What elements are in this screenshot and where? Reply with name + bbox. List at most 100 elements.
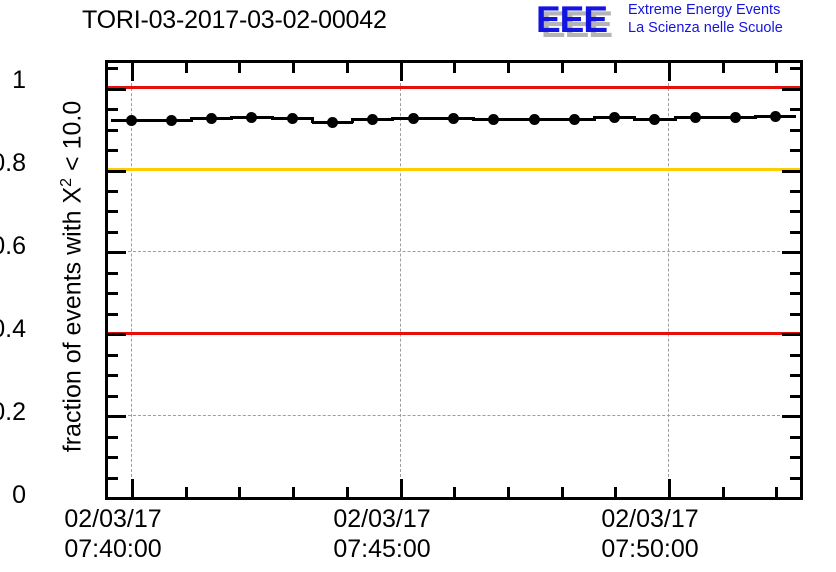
y-minor-tick-right-0.7 (790, 210, 800, 214)
x-minor-tick-bottom-184 (292, 487, 295, 497)
x-minor-tick-top-77 (185, 63, 188, 73)
y-minor-tick-right-0.75 (790, 189, 800, 193)
data-point-8 (447, 112, 459, 124)
x-tick-label-1: 02/03/17 07:40:00 (38, 504, 188, 564)
x-major-tick-top-2 (668, 63, 671, 81)
plot-area (108, 63, 800, 497)
eee-logo-mark: EEE (536, 0, 608, 40)
data-point-10 (528, 114, 540, 125)
x-tick-label-3: 02/03/17 07:50:00 (575, 504, 725, 564)
x-minor-tick-bottom-130 (238, 487, 241, 497)
x-major-tick-bottom-1 (400, 479, 403, 497)
data-point-6 (367, 114, 379, 126)
x-minor-tick-top-453 (561, 63, 564, 73)
gridline-x-0 (131, 63, 132, 497)
data-point-12 (609, 112, 621, 124)
x-minor-tick-bottom-453 (561, 487, 564, 497)
x-minor-tick-bottom-238 (346, 487, 349, 497)
data-point-4 (286, 112, 298, 124)
data-step-connector-8 (472, 116, 475, 122)
x-minor-tick-top-130 (238, 63, 241, 73)
x-tick-label-3-time: 07:50:00 (601, 535, 699, 563)
y-minor-tick-left-0.05 (108, 476, 118, 480)
y-minor-tick-right-0.15 (790, 435, 800, 439)
x-minor-tick-bottom-77 (185, 487, 188, 497)
y-minor-tick-right-1.05 (790, 67, 800, 71)
y-tick-label-0.6: 0.6 (0, 232, 26, 260)
x-major-tick-bottom-2 (668, 479, 671, 497)
y-minor-tick-right-0.45 (790, 312, 800, 316)
data-point-11 (568, 114, 580, 125)
data-step-connector-14 (713, 116, 717, 119)
data-step-connector-7 (431, 116, 435, 120)
data-point-16 (770, 110, 782, 122)
y-minor-tick-left-0.1 (108, 456, 118, 460)
data-point-5 (327, 116, 338, 128)
data-point-15 (730, 112, 741, 123)
data-point-2 (206, 112, 218, 124)
y-minor-tick-right-0.85 (790, 149, 800, 152)
x-major-tick-bottom-0 (131, 479, 134, 497)
gridline-y-0.6 (108, 251, 800, 253)
x-minor-tick-bottom-506 (614, 487, 617, 497)
data-point-1 (165, 114, 177, 126)
data-point-9 (488, 114, 500, 126)
y-axis-title-suffix: < 10.0 (58, 100, 87, 178)
y-minor-tick-left-0.5 (108, 292, 118, 296)
eee-logo-line1: Extreme Energy Events (628, 2, 781, 18)
y-major-tick-left-0.4 (108, 333, 126, 337)
lower-red-threshold (108, 331, 800, 335)
x-tick-label-3-date: 02/03/17 (601, 505, 699, 533)
y-axis-title-exponent: 2 (58, 177, 76, 187)
y-major-tick-right-0.2 (782, 415, 800, 419)
y-minor-tick-left-0.35 (108, 353, 118, 357)
y-minor-tick-left-0.7 (108, 210, 118, 214)
y-tick-label-1: 1 (12, 66, 26, 94)
y-tick-label-0: 0 (12, 481, 26, 509)
y-tick-label-0.4: 0.4 (0, 315, 26, 343)
x-minor-tick-top-667 (775, 63, 778, 73)
y-minor-tick-left-0.15 (108, 435, 118, 439)
gridline-x-2 (668, 63, 669, 497)
x-minor-tick-bottom-345 (453, 487, 456, 497)
x-minor-tick-top-399 (507, 63, 510, 73)
x-major-tick-top-0 (131, 63, 134, 81)
y-tick-label-0.2: 0.2 (0, 398, 26, 426)
x-minor-tick-top-184 (292, 63, 295, 73)
y-minor-tick-left-0.95 (108, 108, 118, 111)
y-minor-tick-right-0.3 (790, 374, 800, 378)
gridline-y-0.2 (108, 415, 800, 417)
y-minor-tick-left-0.9 (108, 128, 118, 132)
x-minor-tick-bottom-399 (507, 487, 510, 497)
upper-red-threshold (108, 86, 800, 90)
x-tick-label-2-time: 07:45:00 (333, 535, 431, 563)
x-minor-tick-top-506 (614, 63, 617, 73)
eee-logo: EEE Extreme Energy Events La Scienza nel… (536, 1, 836, 45)
data-point-14 (689, 112, 701, 123)
data-point-3 (246, 111, 258, 123)
x-tick-label-2-date: 02/03/17 (333, 505, 431, 533)
y-minor-tick-left-0.75 (108, 189, 118, 193)
x-major-tick-top-1 (400, 63, 403, 81)
y-minor-tick-right-0.1 (790, 456, 800, 460)
y-major-tick-left-1 (108, 87, 126, 91)
x-tick-label-1-time: 07:40:00 (64, 535, 162, 563)
y-major-tick-right-1 (782, 87, 800, 91)
x-minor-tick-bottom-667 (775, 487, 778, 497)
y-minor-tick-left-0.45 (108, 312, 118, 316)
data-step-connector-9 (512, 118, 516, 122)
x-tick-label-1-date: 02/03/17 (64, 505, 162, 533)
y-minor-tick-right-0.55 (790, 271, 800, 275)
y-minor-tick-right-0.35 (790, 353, 800, 357)
y-minor-tick-left-1.05 (108, 67, 118, 71)
y-major-tick-right-0.6 (782, 251, 800, 255)
y-minor-tick-right-0.5 (790, 292, 800, 296)
y-minor-tick-left-0.85 (108, 149, 118, 152)
data-step-connector-4 (310, 116, 314, 124)
y-major-tick-left-0.2 (108, 415, 126, 419)
warning-threshold (108, 168, 800, 171)
data-point-13 (649, 114, 661, 125)
y-major-tick-left-0.6 (108, 251, 126, 255)
y-minor-tick-right-0.9 (790, 128, 800, 132)
